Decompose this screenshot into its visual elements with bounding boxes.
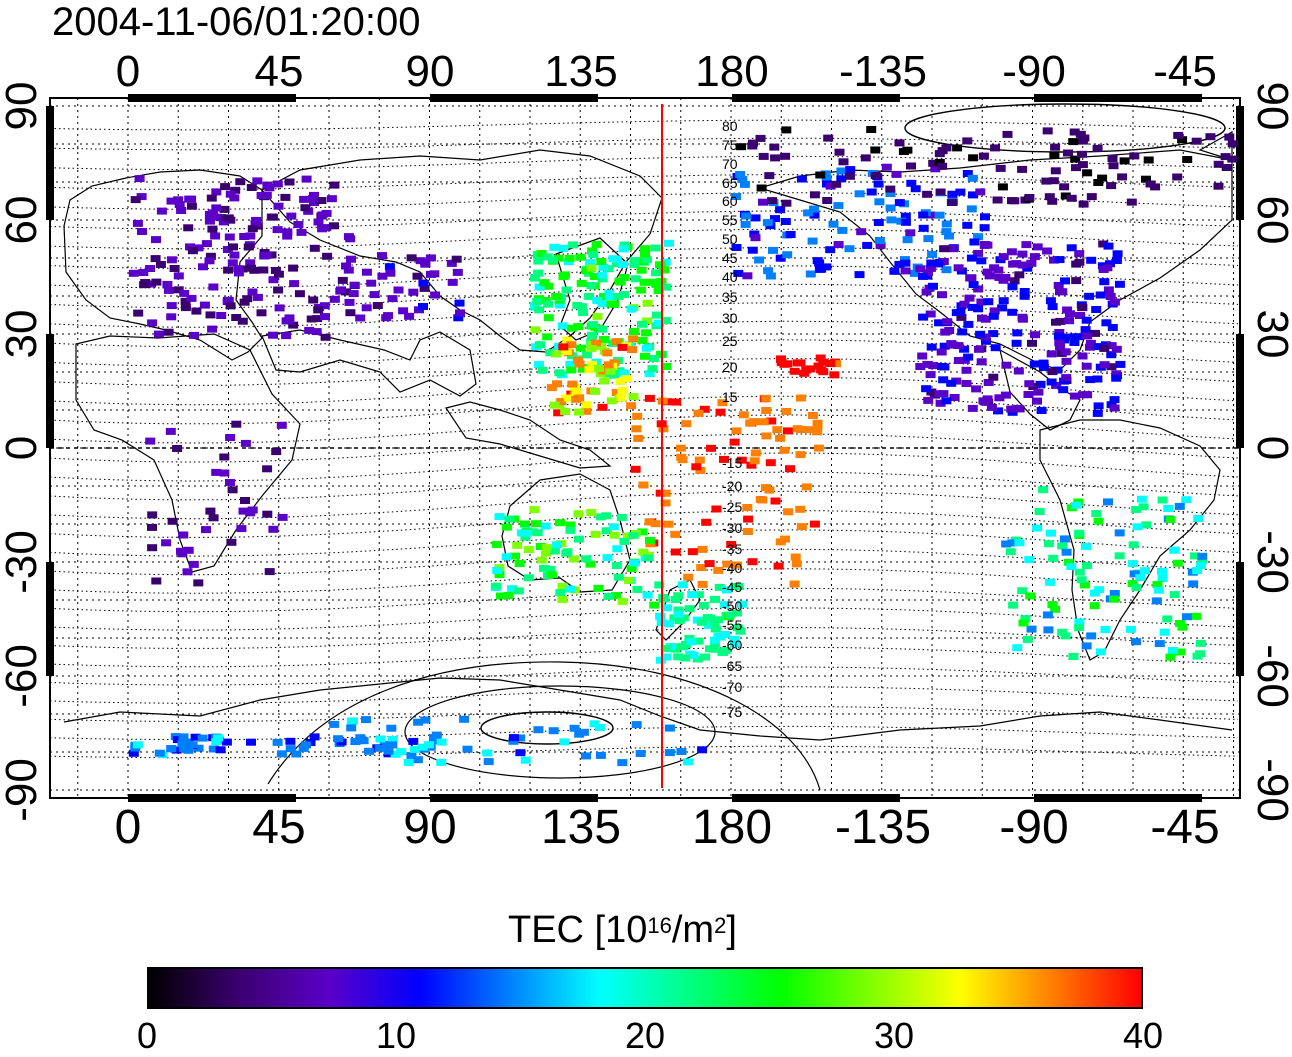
lon-tick-bottom: 45: [252, 801, 306, 854]
lon-tick-bottom: 135: [540, 801, 622, 854]
contour-label: 40: [722, 269, 738, 285]
contour-label: 70: [722, 156, 738, 172]
frame-bars: [46, 94, 1244, 802]
contour-label: -55: [722, 617, 742, 633]
tec-observation-patches: [128, 126, 1238, 767]
contour-label: -65: [722, 658, 742, 674]
lat-tick-left: 30: [0, 309, 46, 359]
lon-tick-top: 180: [695, 47, 769, 96]
lon-tick-bottom: 0: [114, 801, 142, 854]
lon-tick-top: -45: [1153, 47, 1217, 96]
lat-tick-right: -90: [1248, 758, 1292, 822]
contour-label: 50: [722, 231, 738, 247]
map-title: 2004-11-06/01:20:00: [52, 0, 421, 44]
lon-tick-top: 90: [405, 47, 455, 96]
lat-tick-right: 30: [1248, 309, 1292, 359]
contour-label: 25: [722, 333, 738, 349]
lon-tick-bottom: -90: [999, 801, 1069, 854]
contour-labels: 80 75 70 65 60 55 50 45 40 35 30 25 20 15 -15 -20 -25 -30…: [722, 118, 742, 720]
lon-tick-bottom: 90: [403, 801, 457, 854]
contour-label: 30: [722, 310, 738, 326]
lon-tick-top: 0: [115, 47, 141, 96]
lat-tick-left: -30: [0, 530, 46, 594]
contour-label: -75: [722, 704, 742, 720]
contour-label: 75: [722, 137, 738, 153]
lat-tick-left: -60: [0, 644, 46, 708]
lat-tick-right: -60: [1248, 644, 1292, 708]
contour-label: 60: [722, 193, 738, 209]
lon-tick-top: -90: [1002, 47, 1066, 96]
lon-tick-bottom: -45: [1150, 801, 1220, 854]
lat-tick-left: 60: [0, 195, 46, 245]
contour-label: 80: [722, 118, 738, 134]
lon-tick-top: -135: [838, 47, 928, 96]
lat-tick-right: -30: [1248, 530, 1292, 594]
contour-label: 20: [722, 359, 738, 375]
contour-label: -60: [722, 637, 742, 653]
lat-tick-left: -90: [0, 758, 46, 822]
contour-label: 45: [722, 250, 738, 266]
colorbar-tick: 20: [624, 1015, 666, 1056]
colorbar: [147, 967, 1143, 1009]
colorbar-tick: 40: [1122, 1015, 1164, 1056]
lat-tick-left: 0: [0, 435, 46, 461]
contour-label: -25: [722, 499, 742, 515]
contour-label: -35: [722, 541, 742, 557]
contour-label: -45: [722, 579, 742, 595]
lat-tick-right: 60: [1248, 195, 1292, 245]
lat-tick-left: 90: [0, 81, 46, 131]
tec-world-map: 80 75 70 65 60 55 50 45 40 35 30 25 20 15 -15 -20 -25 -30…: [46, 94, 1244, 802]
colorbar-tick: 30: [873, 1015, 915, 1056]
contour-label: -40: [722, 560, 742, 576]
contour-label: 35: [722, 289, 738, 305]
contour-label: 55: [722, 212, 738, 228]
colorbar-title: TEC [1016/m2]: [508, 909, 737, 951]
contour-label: 65: [722, 175, 738, 191]
colorbar-tick: 10: [375, 1015, 417, 1056]
lon-tick-bottom: 180: [691, 801, 773, 854]
lat-tick-right: 0: [1248, 436, 1292, 460]
contour-label: -15: [722, 455, 742, 471]
lon-tick-top: 135: [544, 47, 618, 96]
lat-tick-right: 90: [1248, 81, 1292, 131]
lon-tick-top: 45: [254, 47, 304, 96]
contour-label: -50: [722, 598, 742, 614]
colorbar-tick: 0: [136, 1015, 158, 1056]
contour-label: -70: [722, 679, 742, 695]
contour-label: 15: [722, 389, 738, 405]
contour-label: -20: [722, 478, 742, 494]
lon-tick-bottom: -135: [834, 801, 932, 854]
contour-label: -30: [722, 520, 742, 536]
